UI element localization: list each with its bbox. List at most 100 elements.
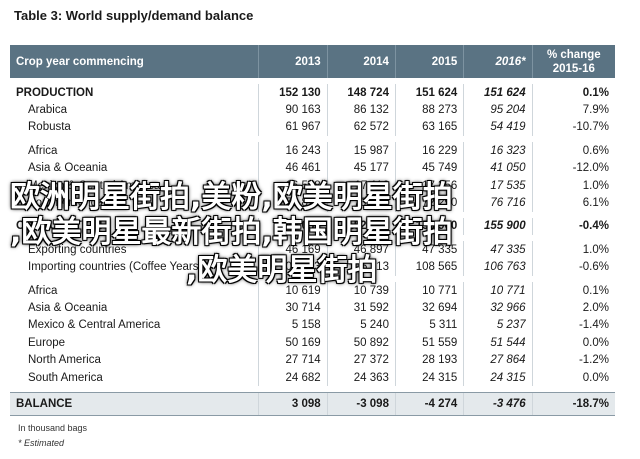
cell-change: 0.0% [531,368,615,387]
row-label: Arabica [28,104,67,117]
row-label: Importing countries (Coffee Years) [28,261,203,274]
cell-value: 151 624 [463,84,533,102]
cell-value: 76 716 [463,194,533,212]
balance-value: -3 476 [463,392,533,417]
cell-value: 152 130 [258,84,328,102]
balance-value: -3 098 [326,392,396,417]
table-title: Table 3: World supply/demand balance [14,8,254,23]
cell-value: 149 032 [258,217,328,236]
cell-value: 152 010 [326,217,396,236]
cell-value: 27 714 [258,351,328,369]
cell-value: 155 900 [394,217,464,236]
table-row: Robusta 61 967 62 572 63 165 54 419 -10.7% [10,118,615,137]
table-row: Mexico & Central America 16 598 17 116 17 3… [10,176,615,195]
cell-value: 16 323 [463,142,533,160]
cell-value: 45 177 [326,159,396,177]
cell-value: 72 829 [258,194,328,212]
cell-value: 108 565 [394,258,464,276]
cell-value: 27 864 [463,351,533,369]
cell-change: 0.0% [531,334,615,352]
header-year-2016: 2016* [463,45,533,78]
cell-value: 47 335 [463,241,533,259]
cell-value: 28 193 [394,351,464,369]
cell-value: 5 237 [463,316,533,335]
row-label: Robusta [28,121,71,134]
cell-value: 16 243 [258,142,328,160]
cell-change: -0.6% [531,258,615,276]
table-row: Arabica 90 163 86 132 88 273 95 204 7.9% [10,101,615,119]
cell-value: 151 624 [394,84,464,102]
table-row: PRODUCTION 152 130 148 724 151 624 151 624 0.… [10,84,615,102]
cell-value: 24 363 [326,368,396,387]
overlay-text-line1[interactable]: 欧洲明星街拍,美粉,欧美明星街拍 [10,180,453,215]
row-label: North America [28,354,101,367]
header-label: Crop year commencing [10,45,259,78]
footnote-estimated: * Estimated [18,438,65,448]
cell-value: 45 749 [394,159,464,177]
header-change-line2: 2015-16 [552,62,595,75]
table-row: Africa 10 619 10 739 10 771 10 771 0.1% [10,281,615,300]
cell-value: 50 169 [258,334,328,352]
table-row: South America 72 829 70 444 72 290 76 716 6.1… [10,194,615,212]
cell-value: 27 372 [326,351,396,369]
row-label: PRODUCTION [16,86,94,99]
cell-change: 7.9% [531,101,615,119]
row-label: Exporting countries [28,243,127,256]
cell-value: 51 559 [394,334,464,352]
cell-value: 24 682 [258,368,328,387]
cell-value: 148 724 [326,84,396,102]
cell-value: 32 966 [463,299,533,317]
table-row: South America 24 682 24 363 24 315 24 315 0.0… [10,368,615,387]
cell-value: 24 315 [463,368,533,387]
cell-value: 41 050 [463,159,533,177]
header-year-2014: 2014 [326,45,396,78]
row-label: Europe [28,336,66,349]
cell-value: 63 165 [394,118,464,137]
cell-change: -10.7% [531,118,615,137]
cell-value: 61 967 [258,118,328,137]
cell-value: 50 892 [326,334,396,352]
cell-value: 106 763 [463,258,533,276]
cell-value: 54 419 [463,118,533,137]
table-row: Asia & Oceania 30 714 31 592 32 694 32 966 2.… [10,299,615,317]
table-row: Asia & Oceania 46 461 45 177 45 749 41 050 -1… [10,159,615,177]
balance-row: BALANCE 3 098 -3 098 -4 274 -3 476 -18.7% [10,392,615,417]
table-row: Exporting countries 46 169 46 897 47 335 47 … [10,241,615,259]
table-row: CONSUMPTION 149 032 152 010 155 900 155 900-… [10,217,615,236]
cell-value: 51 544 [463,334,533,352]
cell-value: 10 619 [258,281,328,300]
cell-change: 2.0% [531,299,615,317]
header-year-2013: 2013 [258,45,328,78]
cell-change: -1.2% [531,351,615,369]
overlay-text-line2[interactable]: ,欧美明星最新街拍,韩国明星街拍 [10,215,453,250]
row-label: Africa [28,284,58,297]
row-label: South America [28,371,103,384]
cell-change: 1.0% [531,176,615,195]
cell-change: 0.1% [531,84,615,102]
row-label: Asia & Oceania [28,162,108,175]
cell-value: 86 132 [326,101,396,119]
header-change-line1: % change [546,48,601,61]
cell-value: 46 897 [326,241,396,259]
cell-value: 46 461 [258,159,328,177]
cell-value: 17 116 [326,176,396,195]
cell-value: 16 229 [394,142,464,160]
cell-change: 1.0% [531,241,615,259]
cell-value: 10 739 [326,281,396,300]
cell-value: 17 535 [463,176,533,195]
cell-value: 88 273 [394,101,464,119]
table-row: Africa 16 243 15 987 16 229 16 323 0.6% [10,142,615,160]
row-label: Mexico & Central America [28,179,161,192]
cell-value: 72 290 [394,194,464,212]
cell-change: -1.4% [531,316,615,335]
table-header-row: Crop year commencing 2013 2014 2015 2016… [10,45,615,78]
cell-value: 16 598 [258,176,328,195]
table-row: North America 27 714 27 372 28 193 27 864 -1.… [10,351,615,369]
table-row: Europe 50 169 50 892 51 559 51 544 0.0% [10,334,615,352]
header-year-2015: 2015 [394,45,464,78]
row-label: Africa [28,144,58,157]
overlay-text-line3[interactable]: ,欧美明星街拍 [186,253,378,288]
supply-demand-table: Crop year commencing 2013 2014 2015 2016… [10,45,615,417]
cell-value: 5 158 [258,316,328,335]
cell-value: 90 163 [258,101,328,119]
